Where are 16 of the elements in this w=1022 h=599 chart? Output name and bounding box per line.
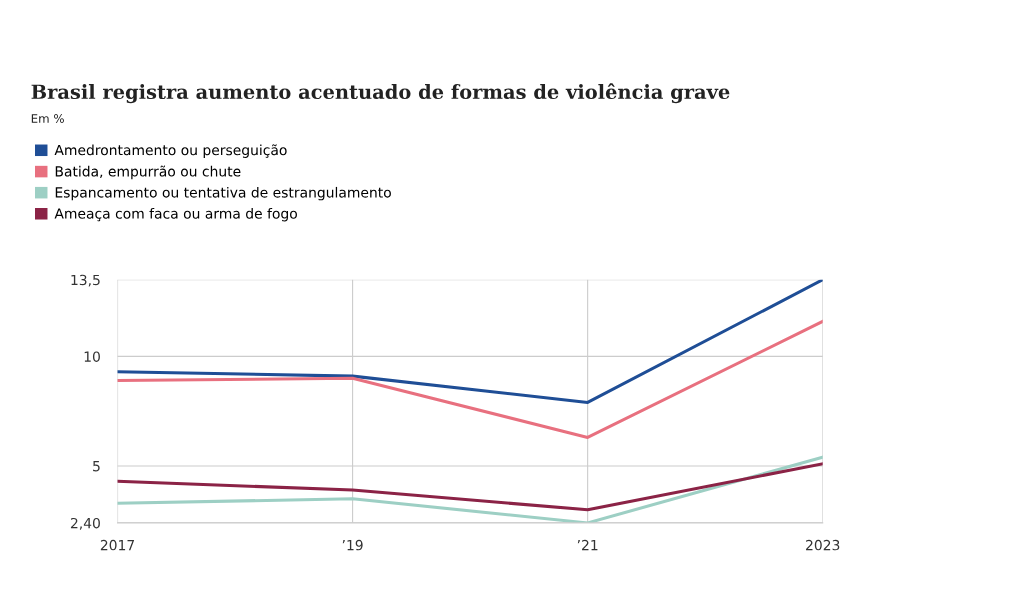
x-tick-label: 2017 bbox=[100, 539, 135, 551]
y-tick-label: 13,5 bbox=[71, 274, 100, 287]
line-series bbox=[117, 319, 823, 440]
legend-label: Espancamento ou tentativa de estrangulamento bbox=[55, 186, 391, 201]
y-tick-label: 2,40 bbox=[70, 517, 100, 530]
y-tick-label: 10 bbox=[84, 351, 100, 362]
line-series bbox=[117, 462, 823, 512]
x-tick-label: ’21 bbox=[577, 539, 598, 551]
x-tick-label: 2023 bbox=[806, 539, 840, 551]
legend-label: Ameaça com faca ou arma de fogo bbox=[54, 208, 297, 222]
legend-label: Batida, empurrão ou chute bbox=[55, 165, 241, 180]
legend-label: Amedrontamento ou perseguição bbox=[54, 144, 287, 158]
chart-subtitle: Em % bbox=[31, 114, 64, 123]
x-tick-label: ’19 bbox=[342, 539, 363, 551]
chart-title: Brasil registra aumento acentuado de formas de violência grave bbox=[31, 83, 730, 104]
y-tick-label: 5 bbox=[93, 461, 100, 472]
